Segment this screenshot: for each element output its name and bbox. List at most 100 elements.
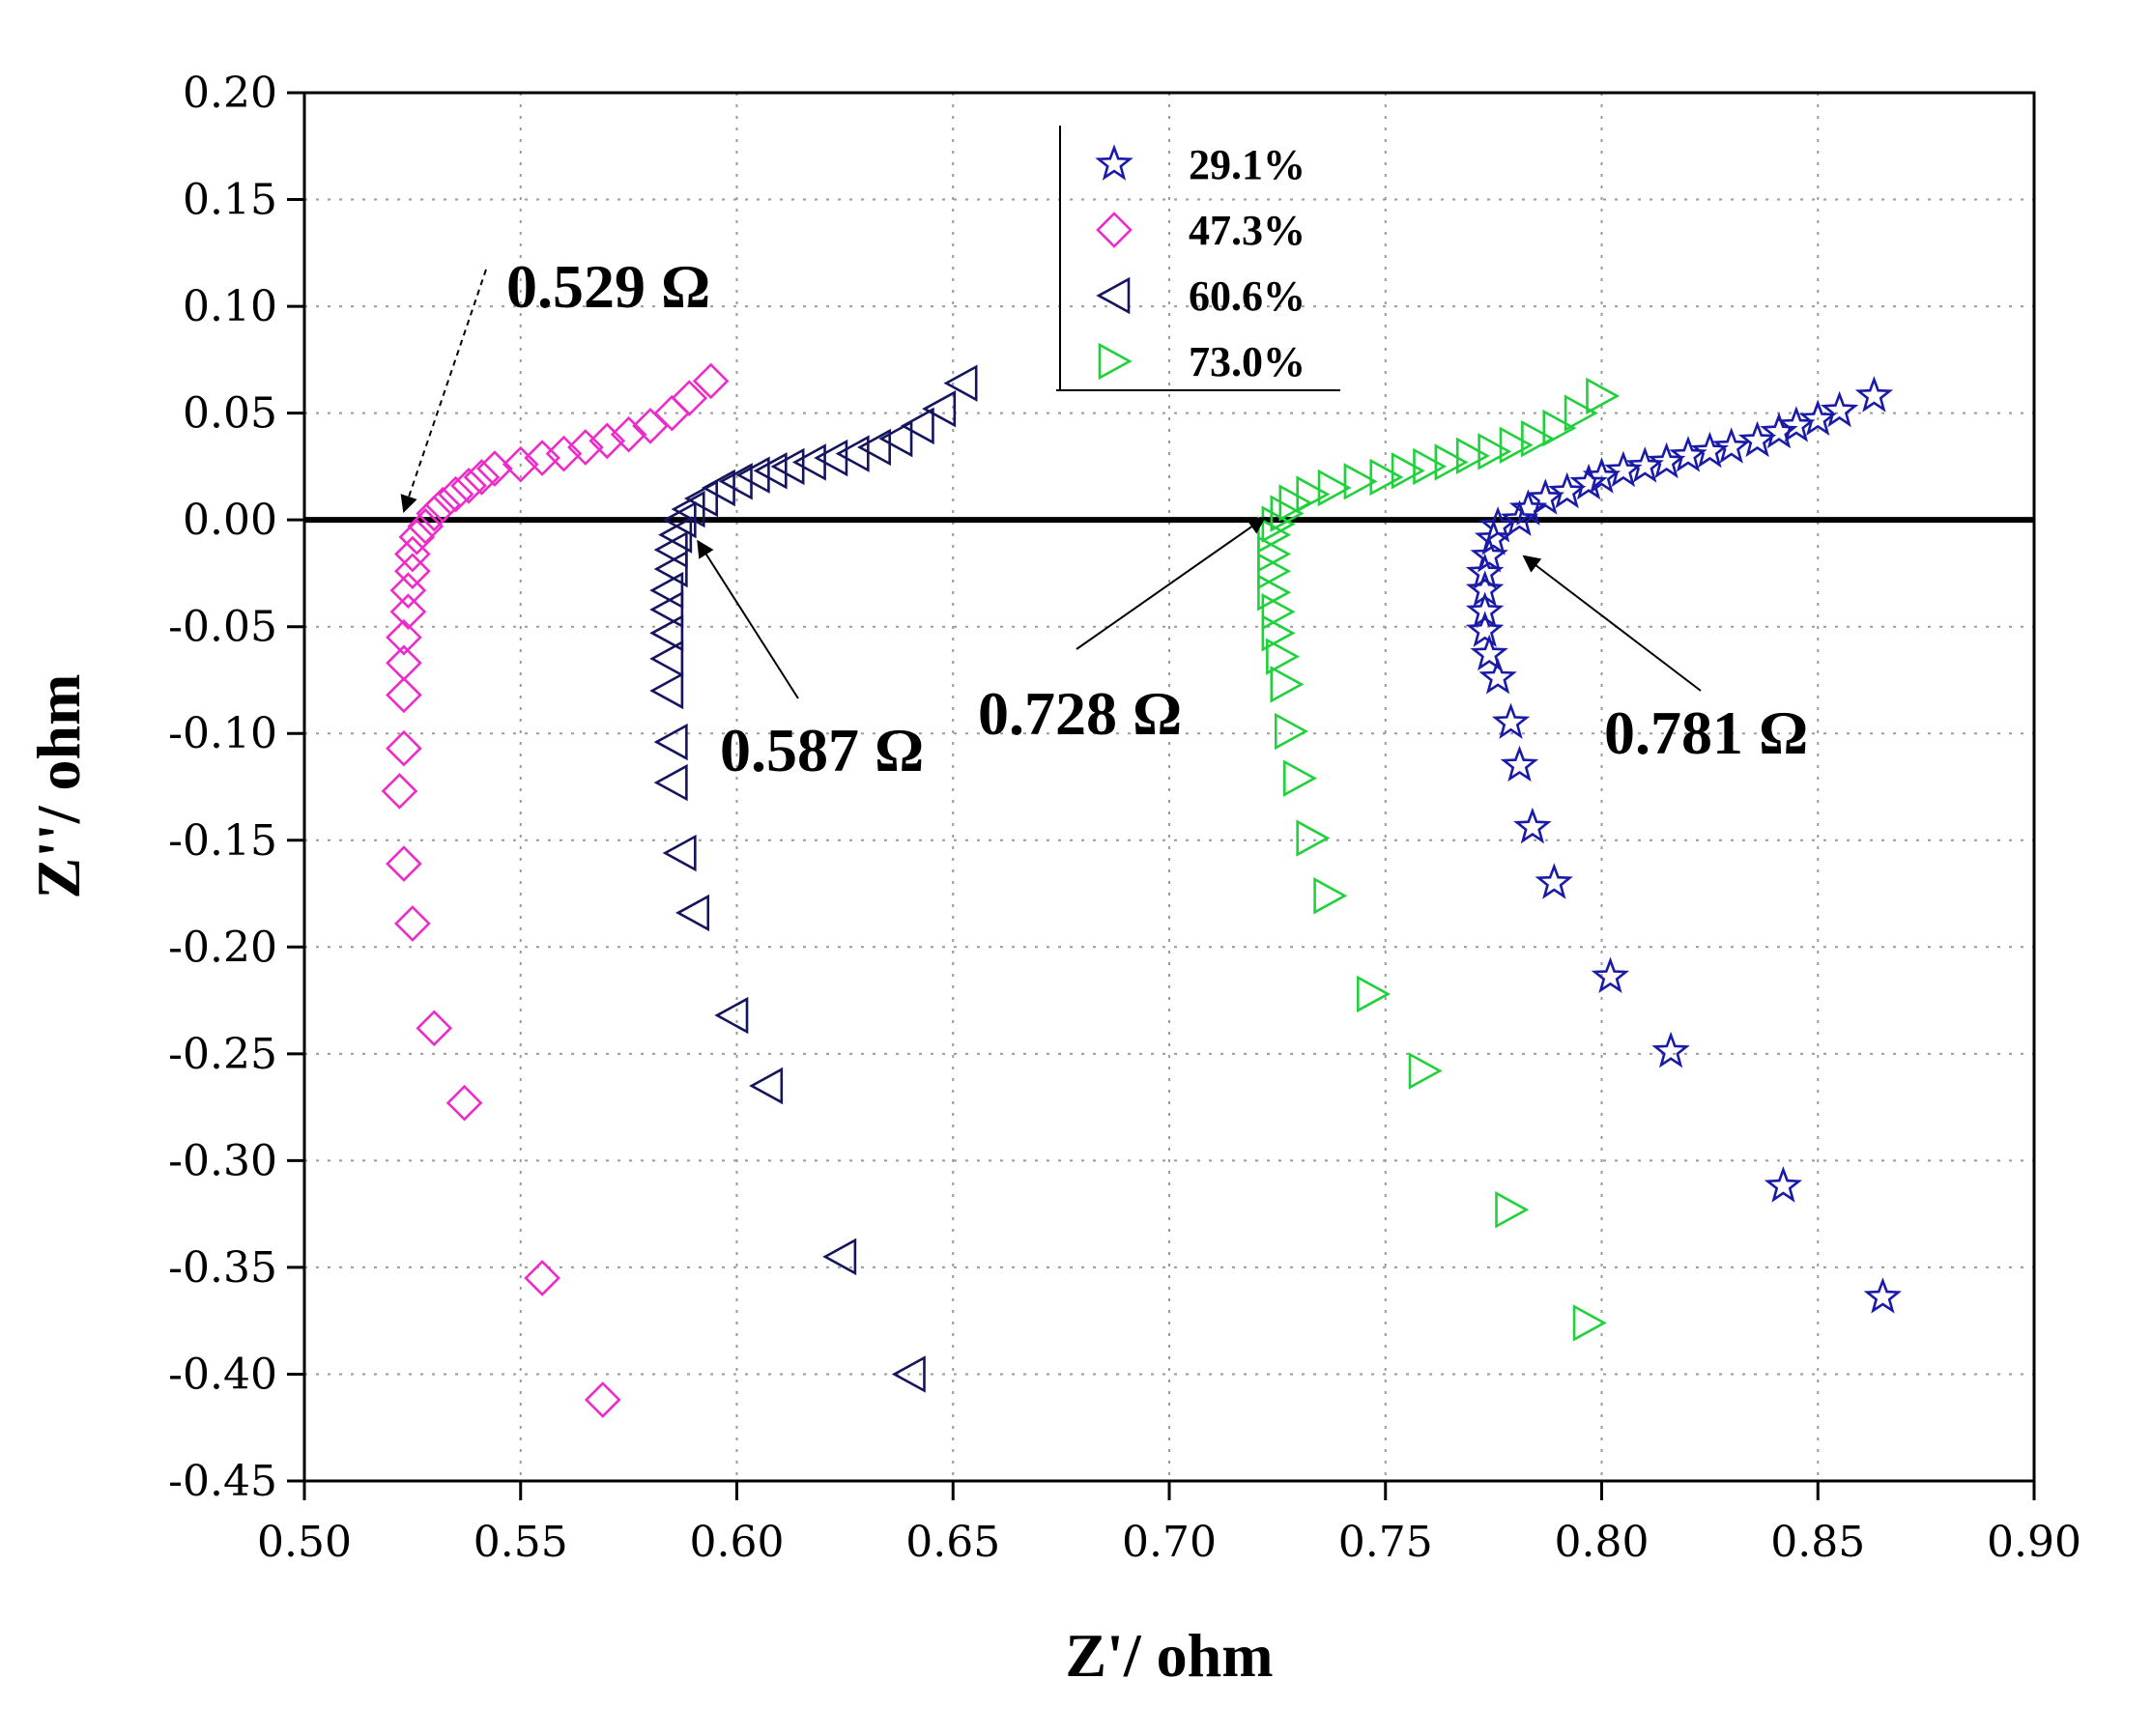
data-point [1526,478,1565,515]
y-tick-label: -0.35 [168,1243,277,1293]
data-point [1863,1277,1903,1314]
data-point [653,550,688,588]
data-point [1455,437,1490,475]
data-point [1495,1191,1530,1229]
x-tick-label: 0.55 [473,1518,568,1567]
data-point [1500,499,1539,536]
data-point [1582,457,1621,494]
data-point [749,1067,784,1105]
data-point [835,435,870,472]
annotation-label: 0.587 Ω [720,716,924,784]
data-point [1257,574,1292,612]
legend-marker [1096,276,1131,315]
data-point [714,996,749,1035]
data-point [524,1260,560,1296]
data-point [610,415,647,453]
data-point [1712,427,1751,464]
legend-label: 73.0% [1189,338,1306,385]
data-point [1854,376,1894,413]
data-point [1499,426,1534,464]
annotation-arrow [697,539,799,699]
data-point [675,894,710,932]
data-point [1261,614,1296,652]
data-point [1413,447,1448,486]
legend: 29.1% 47.3% 60.6% 73.0% [1056,126,1340,391]
annotation-label: 0.529 Ω [506,252,710,321]
data-point [856,428,891,467]
y-tick-label: -0.25 [168,1030,277,1079]
legend-label: 47.3% [1189,207,1306,254]
data-point [1564,394,1598,432]
data-point [502,445,539,483]
data-point [463,459,501,496]
data-point [1651,1031,1690,1068]
data-point [922,389,957,428]
y-tick-label: -0.20 [168,923,277,972]
data-point [1275,712,1309,751]
series-73.0% [1257,377,1621,1342]
data-point [1270,495,1305,532]
data-point [1470,634,1508,671]
data-point [394,553,431,590]
data-point [1257,516,1292,554]
data-point [1760,412,1798,449]
data-point [394,905,431,942]
data-point [1296,475,1331,513]
legend-marker [1098,342,1133,381]
data-point [1572,1304,1607,1342]
data-point [386,729,422,767]
data-point [437,475,474,513]
series-60.6% [649,364,978,1393]
data-point [671,380,708,416]
x-tick-label: 0.60 [690,1518,785,1567]
data-point [381,773,418,810]
data-point [424,486,462,524]
data-point [891,1355,926,1393]
y-tick-label: -0.15 [168,816,277,866]
annotation-label: 0.781 Ω [1604,698,1808,767]
data-point [822,1238,857,1276]
y-tick-label: 0.05 [183,389,277,439]
data-point [1508,489,1548,526]
data-point [588,422,626,460]
data-point [1369,458,1404,497]
data-point [1513,807,1552,844]
y-tick-label: 0.10 [183,282,277,331]
data-point [386,676,422,714]
data-point [649,614,684,652]
data-point [878,419,913,458]
data-point [1535,863,1573,899]
y-tick-label: -0.45 [168,1457,277,1506]
series-47.3% [381,362,730,1418]
x-tick-label: 0.75 [1338,1518,1433,1567]
data-point [416,1010,453,1047]
data-point [1391,452,1425,490]
data-point [398,519,436,555]
data-point [1798,399,1837,437]
data-point [445,1084,483,1122]
data-point [1542,409,1577,447]
data-point [1357,975,1392,1013]
data-point [389,572,427,609]
data-point [1278,484,1313,522]
data-point [545,435,583,472]
data-point [1343,463,1378,500]
y-tick-label: 0.20 [183,69,277,118]
data-point [1465,570,1505,607]
data-point [416,495,453,532]
annotation-arrow [400,269,487,514]
data-point [900,407,934,445]
data-point [683,479,718,518]
data-point [735,456,770,494]
data-point [1591,956,1630,994]
data-point [649,671,684,710]
x-tick-label: 0.90 [1987,1518,2081,1567]
data-point [1257,535,1292,573]
x-tick-label: 0.70 [1122,1518,1217,1567]
data-point [1820,390,1859,428]
series-29.1% [1465,376,1903,1314]
data-point [1547,471,1587,509]
data-point [649,640,684,678]
y-tick-label: -0.40 [168,1350,277,1399]
